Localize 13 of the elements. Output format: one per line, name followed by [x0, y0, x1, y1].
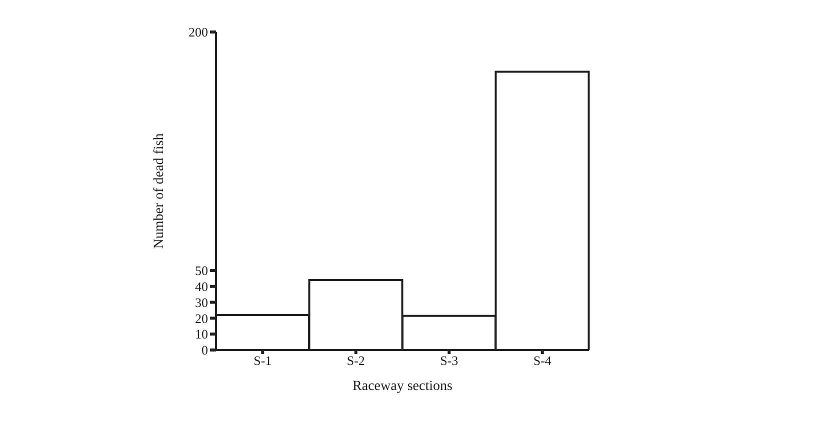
x-tick-label: S-2 — [346, 353, 365, 368]
x-axis-title: Raceway sections — [352, 379, 452, 394]
x-tick-label: S-4 — [533, 353, 552, 368]
y-tick-label: 50 — [195, 263, 208, 278]
y-tick-label: 20 — [195, 310, 208, 326]
y-tick-label: 40 — [195, 279, 208, 294]
y-tick-label: 30 — [195, 294, 208, 310]
y-tick-label: 0 — [202, 342, 208, 358]
y-tick-label: 10 — [195, 326, 208, 342]
x-tick-label: S-1 — [254, 353, 272, 368]
y-tick-label: 200 — [188, 24, 208, 40]
y-axis-title: Number of dead fish — [152, 133, 167, 249]
x-tick-label: S-3 — [440, 353, 458, 368]
